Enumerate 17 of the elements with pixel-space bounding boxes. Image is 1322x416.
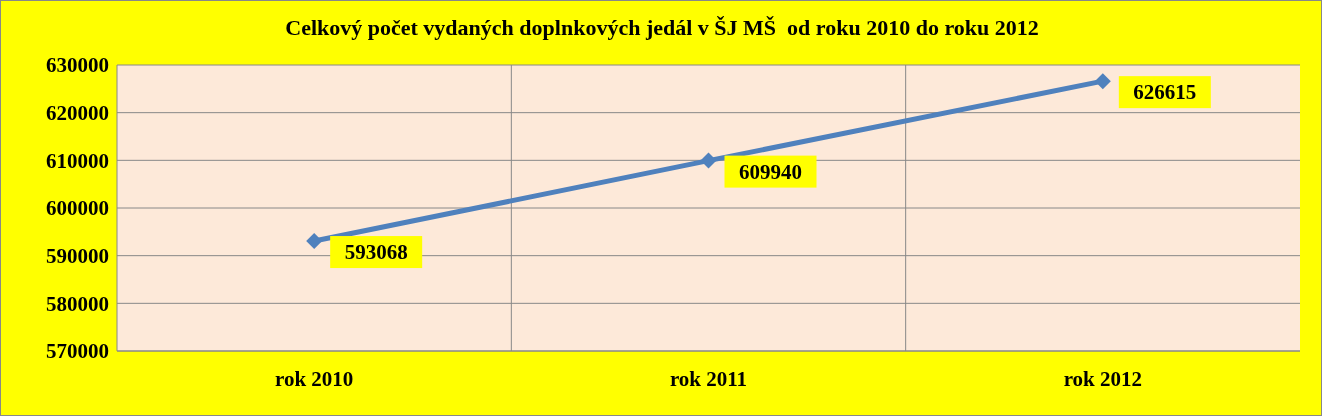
data-label: 609940: [739, 159, 802, 184]
x-tick-label: rok 2010: [274, 366, 354, 391]
y-tick-label: 570000: [46, 339, 109, 364]
data-label: 593068: [344, 240, 408, 265]
point: [1094, 73, 1111, 90]
point: [700, 152, 717, 169]
data-label: 626615: [1133, 80, 1197, 105]
x-tick-label: rok 2012: [1063, 366, 1143, 391]
y-tick-label: 600000: [46, 196, 109, 221]
y-tick-label: 620000: [46, 101, 109, 126]
y-tick-label: 590000: [46, 244, 109, 269]
point: [306, 233, 323, 250]
y-tick-label: 630000: [46, 53, 109, 78]
y-tick-label: 580000: [46, 291, 109, 316]
chart-title: Celkový počet vydaných doplnkových jedál v ŠJ MŠ od roku 2010 do roku 2012: [284, 15, 1040, 41]
y-tick-label: 610000: [46, 148, 109, 173]
x-tick-label: rok 2011: [669, 366, 748, 391]
